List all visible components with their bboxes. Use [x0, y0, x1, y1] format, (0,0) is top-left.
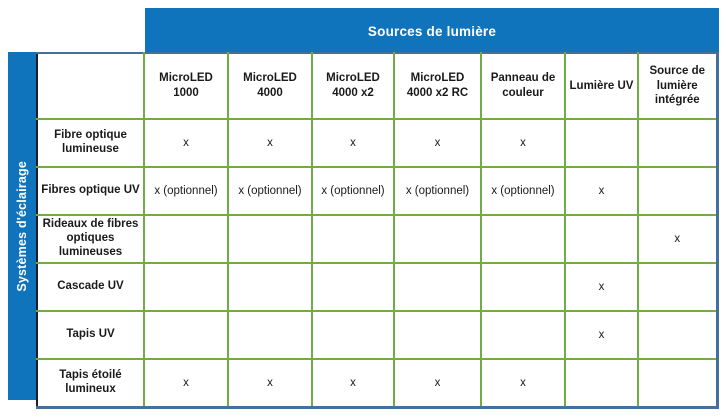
row-label-tapis-uv: Tapis UV — [36, 310, 145, 360]
column-header-lumiere-uv: Lumière UV — [564, 52, 639, 120]
row-fibre-optique-lumineuse: Fibre optique lumineuse x x x x x — [36, 118, 719, 168]
column-header-microled-4000-x2-rc: MicroLED 4000 x2 RC — [393, 52, 482, 120]
row-cascade-uv: Cascade UV x — [36, 262, 719, 312]
matrix-cell — [637, 118, 719, 168]
column-header-microled-4000-x2: MicroLED 4000 x2 — [311, 52, 395, 120]
row-label-fibre-optique-lumineuse: Fibre optique lumineuse — [36, 118, 145, 168]
matrix-cell — [393, 214, 482, 264]
matrix-cell — [143, 214, 229, 264]
matrix-cell: x — [393, 118, 482, 168]
matrix-cell: x — [311, 358, 395, 409]
matrix-cell — [564, 118, 639, 168]
row-label-fibres-optique-uv: Fibres optique UV — [36, 166, 145, 216]
row-label-rideaux-fibres-optiques: Rideaux de fibres optiques lumineuses — [36, 214, 145, 264]
row-label-cascade-uv: Cascade UV — [36, 262, 145, 312]
matrix-cell — [311, 262, 395, 312]
corner-cell — [36, 52, 145, 120]
matrix-cell — [480, 310, 566, 360]
banner-title: Sources de lumière — [367, 23, 497, 39]
matrix-cell — [564, 358, 639, 409]
matrix-cell — [227, 214, 313, 264]
matrix-cell: x (optionnel) — [143, 166, 229, 216]
column-header-panneau-de-couleur: Panneau de couleur — [480, 52, 566, 120]
matrix-cell — [393, 310, 482, 360]
matrix-cell — [393, 262, 482, 312]
row-fibres-optique-uv: Fibres optique UV x (optionnel) x (optio… — [36, 166, 719, 216]
header-row: MicroLED 1000 MicroLED 4000 MicroLED 400… — [36, 52, 719, 120]
matrix-cell: x (optionnel) — [311, 166, 395, 216]
matrix-cell: x — [564, 262, 639, 312]
matrix-cell — [637, 358, 719, 409]
matrix-cell — [143, 262, 229, 312]
matrix-cell — [637, 262, 719, 312]
matrix-cell — [637, 166, 719, 216]
column-header-source-lumiere-integree: Source de lumière intégrée — [637, 52, 719, 120]
matrix-cell — [480, 262, 566, 312]
row-tapis-uv: Tapis UV x — [36, 310, 719, 360]
matrix-cell: x — [393, 358, 482, 409]
matrix-cell: x — [637, 214, 719, 264]
matrix-cell: x (optionnel) — [227, 166, 313, 216]
matrix-cell — [227, 262, 313, 312]
matrix-cell: x — [480, 358, 566, 409]
matrix-cell: x (optionnel) — [480, 166, 566, 216]
matrix-cell: x — [564, 166, 639, 216]
compatibility-matrix: MicroLED 1000 MicroLED 4000 MicroLED 400… — [36, 52, 719, 409]
matrix-cell: x — [311, 118, 395, 168]
matrix-cell: x — [143, 118, 229, 168]
column-header-microled-1000: MicroLED 1000 — [143, 52, 229, 120]
matrix-cell: x — [227, 358, 313, 409]
row-rideaux-fibres-optiques: Rideaux de fibres optiques lumineuses x — [36, 214, 719, 264]
sidebar-title: Systèmes d'éclairage — [15, 160, 29, 292]
matrix-cell: x (optionnel) — [393, 166, 482, 216]
row-tapis-etoile-lumineux: Tapis étoilé lumineux x x x x x — [36, 358, 719, 409]
matrix-cell — [480, 214, 566, 264]
column-header-microled-4000: MicroLED 4000 — [227, 52, 313, 120]
matrix-cell — [564, 214, 639, 264]
row-label-tapis-etoile-lumineux: Tapis étoilé lumineux — [36, 358, 145, 409]
matrix-cell: x — [480, 118, 566, 168]
matrix-cell — [143, 310, 229, 360]
sources-banner: Sources de lumière — [145, 8, 719, 54]
matrix-cell — [311, 214, 395, 264]
systemes-sidebar: Systèmes d'éclairage — [8, 52, 36, 400]
matrix-cell — [637, 310, 719, 360]
matrix-cell — [311, 310, 395, 360]
matrix-cell: x — [564, 310, 639, 360]
matrix-cell: x — [143, 358, 229, 409]
matrix-cell: x — [227, 118, 313, 168]
matrix-cell — [227, 310, 313, 360]
